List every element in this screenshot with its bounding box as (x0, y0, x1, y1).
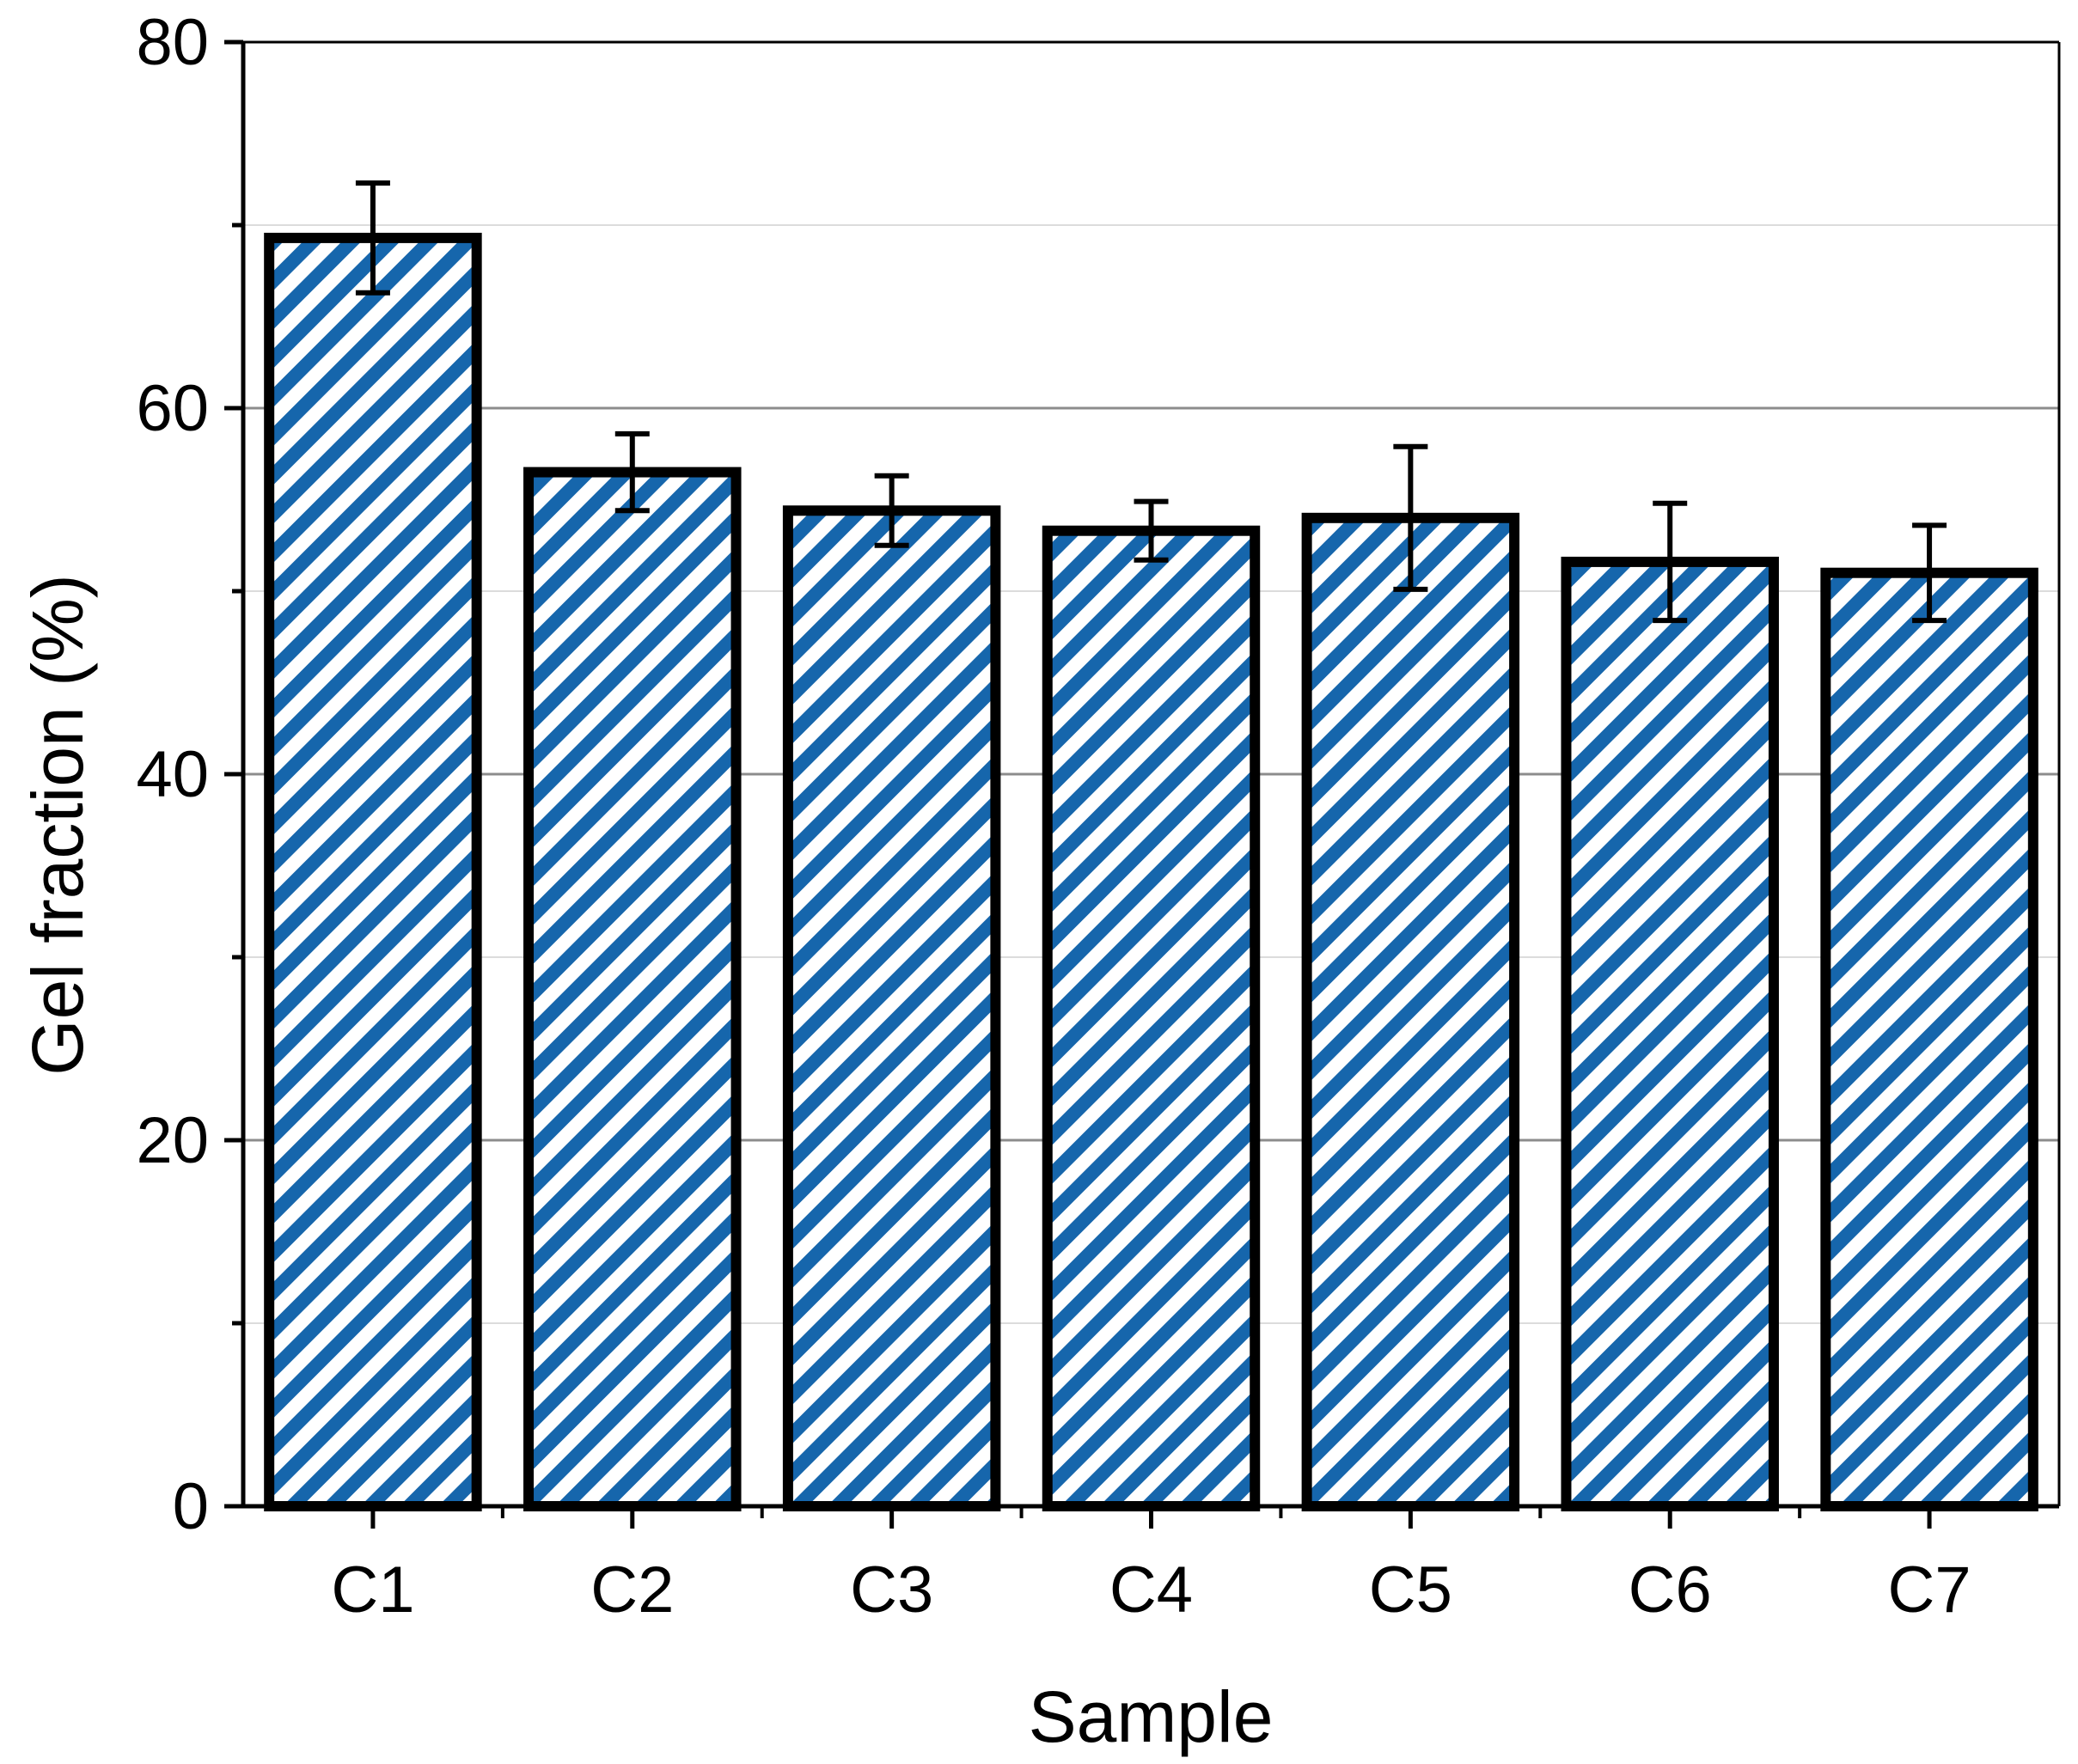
y-tick-label: 60 (136, 372, 209, 445)
bar-c4 (1042, 525, 1261, 1512)
bar-c6 (1561, 556, 1779, 1511)
y-tick-label: 80 (136, 6, 209, 79)
y-tick-label: 20 (136, 1104, 209, 1177)
bar-c2 (523, 467, 742, 1511)
bars (264, 232, 2038, 1512)
bar-c7 (1820, 567, 2038, 1512)
x-axis-title: Sample (1029, 1676, 1274, 1757)
bar-c5 (1301, 512, 1520, 1511)
tick-labels: 0 20 40 60 80 C1 C2 C3 C4 C5 C6 C7 (136, 6, 1971, 1627)
bar-c1 (264, 232, 482, 1511)
x-tick-label-c6: C6 (1629, 1553, 1712, 1627)
bar-c3 (782, 505, 1001, 1511)
x-tick-label-c3: C3 (850, 1553, 933, 1627)
x-tick-label-c7: C7 (1887, 1553, 1971, 1627)
y-axis-title: Gel fraction (%) (17, 574, 98, 1076)
axes (224, 40, 2061, 1529)
y-tick-label: 40 (136, 738, 209, 811)
x-tick-label-c5: C5 (1369, 1553, 1452, 1627)
x-tick-label-c2: C2 (590, 1553, 674, 1627)
y-tick-label: 0 (173, 1470, 209, 1543)
x-tick-label-c1: C1 (331, 1553, 414, 1627)
x-tick-label-c4: C4 (1109, 1553, 1193, 1627)
error-bars (355, 180, 1947, 624)
